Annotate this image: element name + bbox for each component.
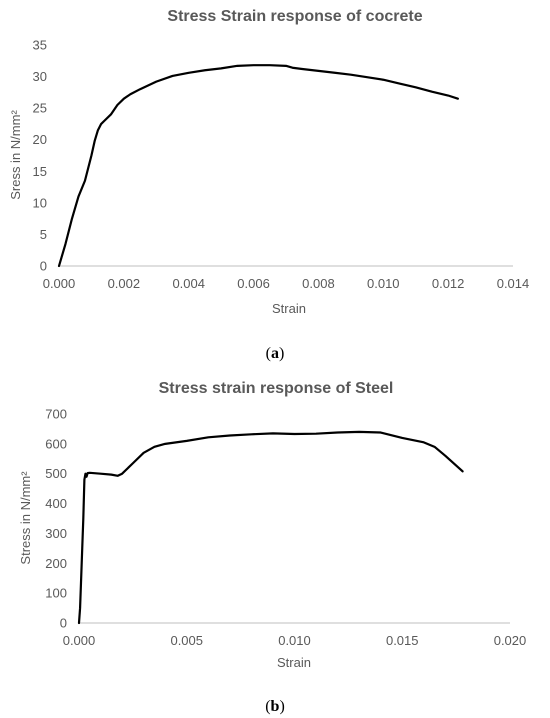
chart-a-series-line <box>57 64 459 268</box>
chart-b-x-label: Strain <box>277 655 311 670</box>
chart-a-caption-open: ( <box>266 345 271 362</box>
chart-b-caption-open: ( <box>265 698 270 715</box>
chart-a-x-label: Strain <box>272 301 306 316</box>
chart-a-x-tick-label: 0.002 <box>108 276 141 291</box>
chart-a-x-tick-label: 0.010 <box>367 276 400 291</box>
chart-a-x-tick-label: 0.006 <box>237 276 270 291</box>
chart-b-y-tick-label: 700 <box>45 407 67 422</box>
chart-b-y-ticks: 0 100 200 300 400 500 600 700 <box>45 407 67 631</box>
chart-b-y-tick-label: 600 <box>45 436 67 451</box>
chart-b-x-ticks: 0.000 0.005 0.010 0.015 0.020 <box>63 633 527 648</box>
chart-b-x-tick-label: 0.015 <box>386 633 419 648</box>
chart-a-title: Stress Strain response of cocrete <box>167 8 422 25</box>
chart-a-x-ticks: 0.000 0.002 0.004 0.006 0.008 0.010 0.012 0.014 <box>43 276 530 291</box>
chart-a-caption-close: ) <box>279 345 284 362</box>
chart-b-x-tick-label: 0.000 <box>63 633 96 648</box>
chart-b: Stress strain response of Steel 0.000 0.0… <box>18 380 526 715</box>
chart-a-y-tick-label: 25 <box>33 101 47 116</box>
chart-a-caption-letter: a <box>271 345 279 362</box>
chart-b-series-line <box>77 430 464 625</box>
chart-a-x-tick-label: 0.014 <box>497 276 530 291</box>
chart-b-caption-close: ) <box>279 698 284 715</box>
chart-b-y-tick-label: 400 <box>45 496 67 511</box>
chart-b-y-label: Stress in N/mm² <box>18 471 33 565</box>
chart-a-y-tick-label: 15 <box>33 164 47 179</box>
chart-b-y-tick-label: 0 <box>60 616 67 631</box>
chart-a-y-tick-label: 30 <box>33 69 47 84</box>
chart-b-title: Stress strain response of Steel <box>159 380 394 397</box>
chart-b-caption-letter: b <box>271 698 280 715</box>
chart-a-x-tick-label: 0.004 <box>172 276 205 291</box>
chart-b-y-tick-label: 100 <box>45 586 67 601</box>
chart-a-y-tick-label: 5 <box>40 227 47 242</box>
chart-a-caption: (a) <box>266 345 285 362</box>
chart-a-x-tick-label: 0.000 <box>43 276 76 291</box>
chart-b-y-tick-label: 500 <box>45 466 67 481</box>
chart-b-x-tick-label: 0.020 <box>494 633 527 648</box>
chart-b-y-tick-label: 300 <box>45 526 67 541</box>
chart-a-y-ticks: 0 5 10 15 20 25 30 35 <box>33 38 47 274</box>
chart-b-y-tick-label: 200 <box>45 556 67 571</box>
chart-b-x-tick-label: 0.005 <box>170 633 203 648</box>
chart-a: Stress Strain response of cocrete 0.000 0… <box>8 8 529 362</box>
chart-a-x-tick-label: 0.012 <box>432 276 465 291</box>
chart-b-x-tick-label: 0.010 <box>278 633 311 648</box>
chart-a-y-tick-label: 10 <box>33 195 47 210</box>
chart-a-y-tick-label: 0 <box>40 259 47 274</box>
chart-a-y-label: Sress in N/mm² <box>8 110 23 200</box>
chart-b-caption: (b) <box>265 698 285 715</box>
chart-a-y-tick-label: 35 <box>33 38 47 53</box>
chart-a-y-tick-label: 20 <box>33 132 47 147</box>
chart-a-x-tick-label: 0.008 <box>302 276 335 291</box>
